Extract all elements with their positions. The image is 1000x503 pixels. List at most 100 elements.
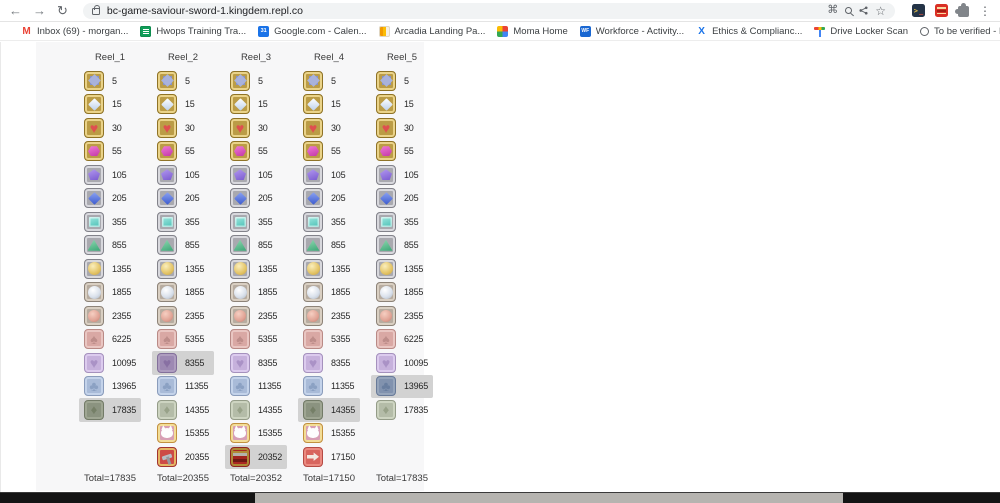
zoom-icon[interactable] (845, 7, 853, 14)
symbol-value: 15 (331, 99, 341, 110)
red-extension-icon[interactable] (935, 4, 948, 17)
suit-club-icon: ♣ (84, 376, 104, 397)
symbol-shape (233, 191, 247, 205)
symbol-row: 205 (371, 187, 433, 211)
symbol-shape: ♥ (381, 354, 391, 371)
command-icon[interactable]: ⌘ (827, 4, 839, 16)
sheets-icon (140, 26, 152, 37)
symbol-shape: ♥ (308, 354, 318, 371)
symbol-shape (88, 169, 100, 181)
symbol-value: 355 (112, 216, 127, 227)
extensions-puzzle-icon[interactable] (955, 3, 969, 17)
symbol-value: 11355 (331, 381, 355, 392)
symbol-row: 1855 (225, 281, 287, 305)
bookmark-item[interactable]: 31 Google.com - Calen... (258, 26, 367, 37)
bonus-hammer-icon (157, 446, 177, 467)
symbol-shape (307, 169, 319, 181)
gem-star-icon (376, 70, 396, 91)
symbol-shape: ♣ (381, 378, 391, 395)
symbol-value: 105 (404, 169, 419, 180)
symbol-value: 11355 (258, 381, 282, 392)
address-bar[interactable]: bc-game-saviour-sword-1.kingdem.repl.co … (82, 2, 895, 19)
symbol-shape: ♥ (162, 119, 172, 136)
symbol-value: 355 (404, 216, 419, 227)
symbol-shape (162, 76, 172, 86)
symbol-value: 15355 (331, 428, 356, 439)
reel-total: Total=17150 (302, 473, 356, 484)
symbol-shape (160, 239, 174, 251)
symbol-value: 205 (112, 193, 127, 204)
symbol-shape (87, 285, 101, 299)
coin-silver-icon (376, 282, 396, 303)
symbol-value: 15 (404, 99, 414, 110)
url-text[interactable]: bc-game-saviour-sword-1.kingdem.repl.co (106, 4, 303, 17)
coin-bronze-icon (84, 305, 104, 326)
symbol-value: 8355 (185, 357, 205, 368)
symbol-value: 855 (331, 240, 346, 251)
coin-silver-icon (230, 282, 250, 303)
symbol-shape (307, 216, 319, 227)
symbol-row: 2355 (371, 304, 433, 328)
gem-heart-icon: ♥ (157, 117, 177, 138)
bookmark-item[interactable]: Hwops Training Tra... (140, 26, 246, 37)
symbol-row: ♠ 5355 (225, 328, 287, 352)
bookmark-item[interactable]: X Ethics & Complianc... (696, 26, 802, 37)
bookmark-item[interactable]: M Inbox (69) - morgan... (21, 26, 128, 37)
symbol-shape: ♣ (308, 378, 318, 395)
symbol-row: 1855 (298, 281, 360, 305)
symbol-row: 105 (79, 163, 141, 187)
symbol-value: 355 (185, 216, 200, 227)
symbol-row: 105 (371, 163, 433, 187)
bookmark-item[interactable]: Arcadia Landing Pa... (378, 26, 485, 37)
suit-spade-icon: ♠ (157, 329, 177, 350)
symbol-row: ♥ 8355 (298, 351, 360, 375)
reel-column: Reel_2 5 15 ♥ 30 55 105 205 355 855 1355… (152, 52, 214, 491)
symbol-shape: ♦ (163, 402, 171, 418)
suit-diamond-icon: ♦ (376, 399, 396, 420)
reel-title: Reel_2 (167, 52, 199, 63)
bookmark-item[interactable]: To be verified - Bug... (920, 26, 1000, 37)
reel-column: Reel_5 5 15 ♥ 30 55 105 205 355 855 1355… (371, 52, 433, 491)
coin-gold-icon (376, 258, 396, 279)
lock-icon[interactable] (91, 5, 100, 15)
gmail-icon: M (22, 25, 31, 37)
symbol-value: 855 (112, 240, 127, 251)
back-icon[interactable]: ← (9, 3, 22, 18)
symbol-value: 105 (258, 169, 273, 180)
symbol-shape (89, 76, 99, 86)
bookmark-item[interactable]: Moma Home (497, 26, 568, 37)
symbol-row: 1855 (371, 281, 433, 305)
symbol-row: ♥ 30 (371, 116, 433, 140)
symbol-value: 30 (185, 122, 195, 133)
symbol-row: 355 (152, 210, 214, 234)
suit-spade-icon: ♠ (230, 329, 250, 350)
coin-bronze-icon (230, 305, 250, 326)
symbol-shape: ♣ (235, 378, 245, 395)
suit-spade-icon: ♠ (303, 329, 323, 350)
bookmark-star-icon[interactable]: ☆ (875, 3, 886, 18)
symbol-value: 15 (258, 99, 268, 110)
symbol-row: 855 (225, 234, 287, 258)
symbol-row: ♠ 5355 (152, 328, 214, 352)
symbol-row: 855 (79, 234, 141, 258)
symbol-row: 355 (298, 210, 360, 234)
symbol-value: 30 (258, 122, 268, 133)
terminal-extension-icon[interactable]: > _ (912, 4, 925, 17)
gem-heart-icon: ♥ (230, 117, 250, 138)
bonus-shield-icon (230, 446, 250, 467)
bookmark-item[interactable]: Drive Locker Scan (814, 26, 908, 37)
bookmark-item[interactable]: WF Workforce - Activity... (579, 26, 684, 37)
reload-icon[interactable]: ↻ (57, 3, 68, 18)
suit-heart-icon: ♥ (376, 352, 396, 373)
browser-toolbar: ← → ↻ bc-game-saviour-sword-1.kingdem.re… (0, 0, 1000, 22)
reel-title: Reel_3 (240, 52, 272, 63)
symbol-value: 1355 (258, 263, 278, 274)
share-icon[interactable] (859, 6, 868, 15)
symbol-value: 6225 (112, 334, 132, 345)
symbol-shape: ♥ (162, 354, 172, 371)
symbol-row: ♥ 8355 (225, 351, 287, 375)
forward-icon[interactable]: → (33, 3, 46, 18)
gem-star-icon (303, 70, 323, 91)
overflow-menu-icon[interactable]: ⋮ (979, 3, 991, 18)
gem-diamond-icon (157, 94, 177, 115)
